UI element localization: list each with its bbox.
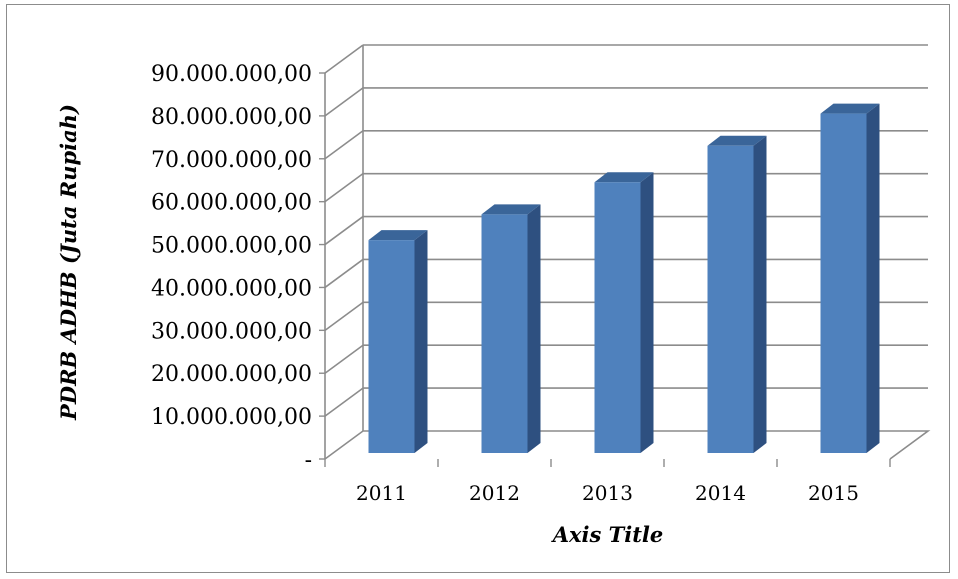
bar-top xyxy=(481,204,541,215)
bar-top xyxy=(594,172,654,183)
bar-side xyxy=(866,103,880,453)
side-wall-gridline xyxy=(324,301,364,331)
bar-front xyxy=(707,145,754,453)
side-wall-gridline xyxy=(324,173,364,203)
y-tick-label: 80.000.000,00 xyxy=(151,105,312,130)
bar-2012 xyxy=(481,204,541,453)
x-tick-label: 2013 xyxy=(582,481,633,505)
side-wall-gridline xyxy=(324,215,364,246)
bar-side xyxy=(527,204,541,453)
y-tick-label: 10.000.000,00 xyxy=(151,405,312,430)
y-tick-label: 90.000.000,00 xyxy=(151,62,312,87)
y-tick-label: - xyxy=(305,448,312,473)
bar-side xyxy=(640,172,654,453)
side-wall-gridline xyxy=(324,258,364,289)
y-tick-label: 40.000.000,00 xyxy=(151,276,312,301)
bars xyxy=(368,103,880,453)
bar-side xyxy=(414,230,428,453)
y-tick-label: 50.000.000,00 xyxy=(151,234,312,259)
bar-front xyxy=(820,113,867,453)
bar-side xyxy=(753,135,767,453)
y-tick-label: 30.000.000,00 xyxy=(151,319,312,344)
x-tick-label: 2011 xyxy=(356,481,407,505)
bar-2013 xyxy=(594,172,654,453)
side-wall-gridline xyxy=(324,44,364,74)
side-wall-gridline xyxy=(324,87,364,117)
x-axis-title: Axis Title xyxy=(551,522,664,547)
side-wall-gridline xyxy=(324,344,364,374)
y-axis-title: PDRB ADHB (Juta Rupiah) xyxy=(56,104,81,421)
bar-2015 xyxy=(820,103,880,453)
bar-front xyxy=(594,182,641,453)
side-wall-gridline xyxy=(324,130,364,160)
bar-2014 xyxy=(707,135,767,453)
x-tick-label: 2015 xyxy=(808,481,859,505)
tick-labels: - 10.000.000,00 20.000.000,00 30.000.000,00… xyxy=(151,62,859,505)
y-tick-label: 20.000.000,00 xyxy=(151,362,312,387)
bar-top xyxy=(368,230,428,241)
bar-top xyxy=(820,103,880,114)
bar-top xyxy=(707,135,767,146)
side-wall-gridline xyxy=(324,387,364,417)
bar-2011 xyxy=(368,230,428,453)
bar-front xyxy=(368,240,415,453)
bar-front xyxy=(481,214,528,453)
y-tick-label: 70.000.000,00 xyxy=(151,148,312,173)
chart-frame xyxy=(6,4,950,573)
y-tick-label: 60.000.000,00 xyxy=(151,191,312,216)
x-tick-label: 2014 xyxy=(695,481,746,505)
x-tick-label: 2012 xyxy=(469,481,520,505)
